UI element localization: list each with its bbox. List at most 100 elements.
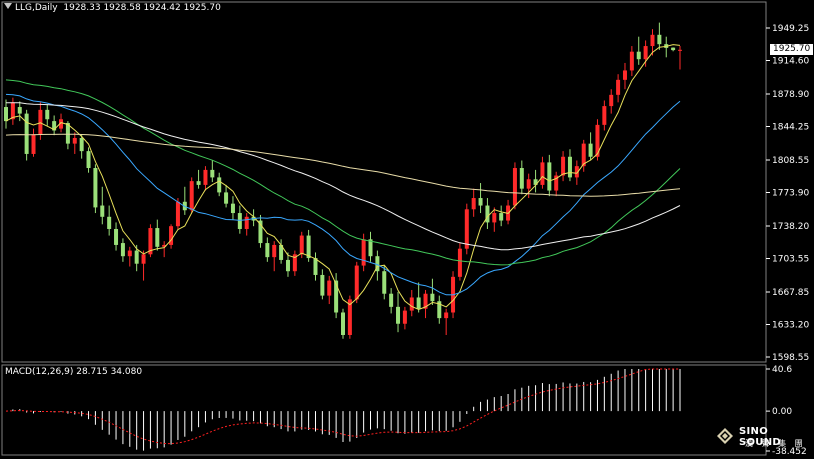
macd-tick-label: -38.452 [772,447,807,457]
candles [4,22,682,339]
candle-body [657,34,662,45]
macd-tick-label: 0.00 [772,407,792,417]
candle-body [79,137,84,152]
candle-body [327,280,332,296]
candle-body [334,280,339,313]
ohlc-values: 1928.33 1928.58 1924.42 1925.70 [63,3,221,13]
candle-body [567,156,572,178]
candle-body [581,143,586,167]
current-price-tag: 1925.70 [770,44,813,55]
candle-body [347,299,352,336]
candle-body [354,265,359,300]
price-tick-label: 1598.55 [772,353,809,363]
candle-body [622,70,627,80]
candle-body [361,239,366,266]
candle-body [59,119,64,129]
candle-body [217,177,222,193]
candle-body [24,113,29,154]
candle-body [512,168,517,206]
macd-panel-border [1,364,767,456]
candle-body [127,250,132,257]
price-tick-label: 1949.25 [772,24,809,34]
candle-body [65,122,70,144]
candle-body [629,51,634,71]
candle-body [292,254,297,272]
ma-20-line [5,93,681,296]
price-axis: 1949.25 1914.60 1878.90 1844.25 1808.55 1773.… [766,24,809,457]
macd-signal-line [5,368,680,445]
candle-body [492,213,497,223]
candle-body [100,205,105,217]
candle-body [423,293,428,309]
candle-body [595,124,600,157]
candle-body [547,162,552,191]
candle-body [52,121,57,131]
candle-body [210,169,215,178]
candle-body [540,162,545,185]
candle-body [636,51,641,60]
candle-body [574,166,579,178]
ma-60-line [6,102,681,251]
candle-body [561,156,566,176]
dropdown-triangle-icon[interactable] [4,3,12,9]
candle-body [203,169,208,185]
price-tick-label: 1667.85 [772,288,809,298]
candle-body [320,274,325,296]
candle-body [141,254,146,264]
candle-body [230,203,235,214]
candle-body [382,271,387,294]
candle-body [430,293,435,302]
candle-body [609,94,614,107]
candle-body [196,181,201,185]
candle-body [134,250,139,264]
candle-body [368,239,373,257]
diamond-logo-icon [717,428,733,444]
candle-body [402,310,407,324]
candle-body [10,102,15,120]
candle-body [554,175,559,191]
candle-body [375,256,380,272]
candle-body [265,243,270,258]
symbol-label: LLG,Daily [15,3,58,13]
candle-body [464,209,469,249]
candle-body [162,244,167,247]
candle-body [478,198,483,206]
candle-body [169,226,174,245]
candle-body [643,46,648,60]
ma-120-line [5,133,681,197]
candle-body [93,168,98,208]
candle-body [616,79,621,95]
candle-body [313,258,318,275]
candle-body [416,297,421,309]
candle-body [485,205,490,223]
candle-body [499,213,504,221]
candle-body [409,297,414,311]
candle-body [279,244,284,260]
macd-tick-label: 40.6 [772,365,792,375]
candle-body [4,107,8,122]
candle-body [86,151,91,169]
candle-body [189,181,194,211]
candle-body [437,301,442,319]
candle-body [114,228,119,245]
candle-body [175,201,180,227]
candle-body [471,198,476,210]
price-tick-label: 1633.20 [772,320,809,330]
logo-name: SINO SOUND [739,426,781,448]
candle-body [457,248,462,277]
macd-header: MACD(12,26,9) 28.715 34.080 [5,367,143,377]
price-tick-label: 1703.55 [772,254,809,264]
price-tick-label: 1878.90 [772,90,809,100]
candle-body [396,306,401,324]
price-tick-label: 1808.55 [772,156,809,166]
macd-indicator [5,368,681,451]
logo-subtitle: 漢 聲 集 團 [745,439,806,448]
price-tick-label: 1773.90 [772,189,809,199]
candle-body [306,235,311,259]
candle-body [17,107,22,114]
candle-body [444,312,449,319]
candle-body [533,179,538,185]
candle-body [285,259,290,272]
candle-body [38,109,43,135]
